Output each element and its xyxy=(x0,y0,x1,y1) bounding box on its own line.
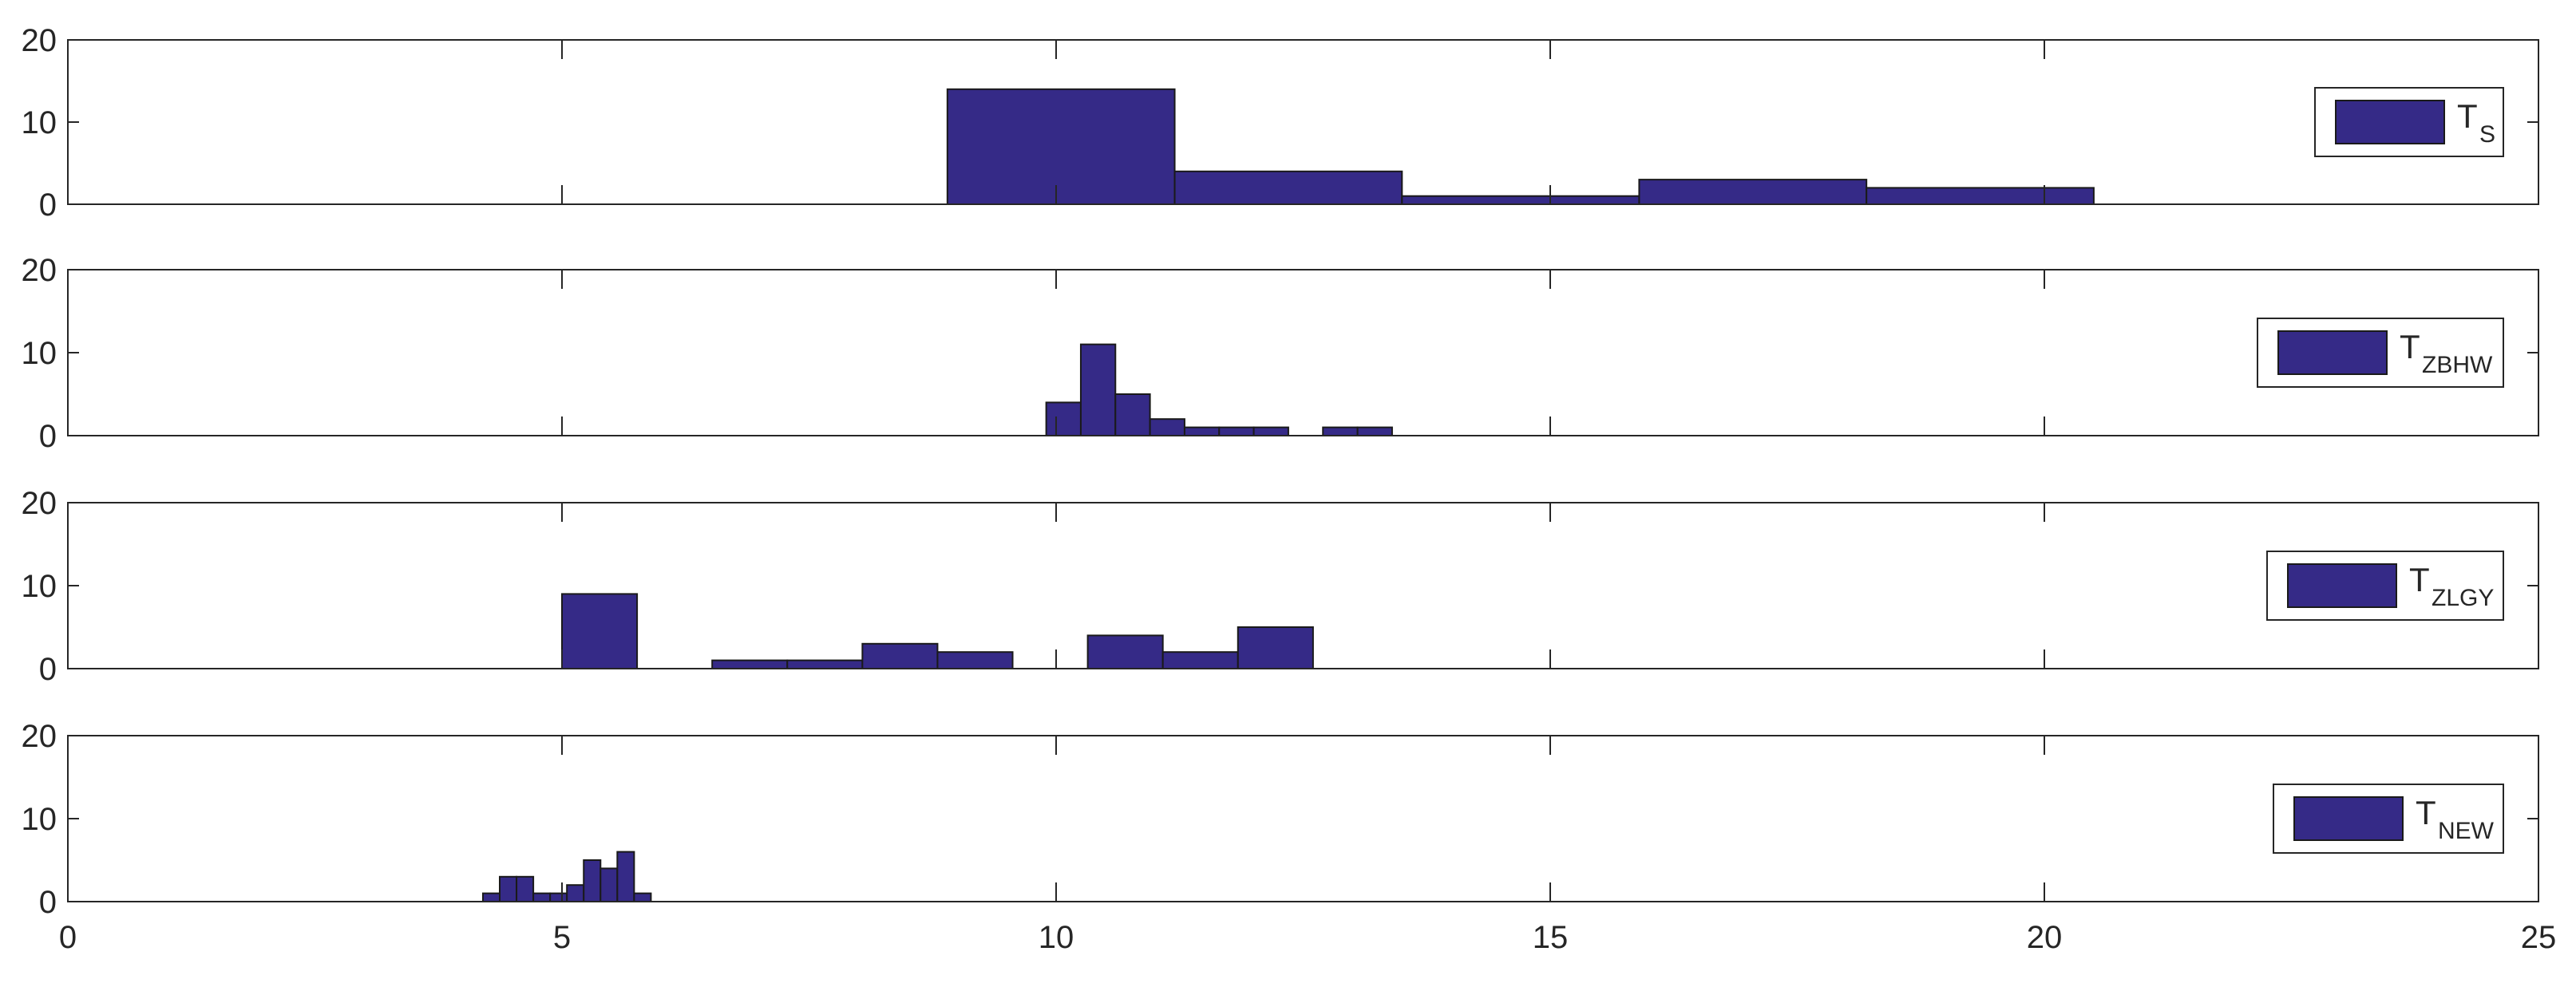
y-tick-label: 20 xyxy=(22,253,57,288)
y-tick-label: 20 xyxy=(22,719,57,754)
histogram-panel-4: 0 5 10 15 20 25 0 10 20 T NEW xyxy=(22,719,2557,955)
histogram-bar xyxy=(616,851,635,902)
histogram-bar xyxy=(1079,343,1117,437)
y-tick-label: 10 xyxy=(22,569,57,604)
y-tick-label: 20 xyxy=(22,23,57,58)
y-tick-label: 0 xyxy=(39,188,57,223)
histogram-bar xyxy=(1638,179,1868,206)
histogram-bar xyxy=(599,867,619,903)
x-tick-label: 0 xyxy=(59,920,77,955)
x-tick-label: 10 xyxy=(1039,920,1074,955)
legend-swatch xyxy=(2335,100,2445,144)
y-tick-label: 10 xyxy=(22,802,57,837)
histogram-bar xyxy=(1866,187,2095,205)
histogram-bar xyxy=(1252,426,1289,436)
x-tick-label: 5 xyxy=(553,920,571,955)
y-tick-label: 20 xyxy=(22,486,57,521)
histogram-bar xyxy=(499,875,518,903)
legend-subscript: NEW xyxy=(2438,818,2495,844)
histogram-bar xyxy=(936,651,1014,670)
axes-box xyxy=(67,269,2539,436)
legend: T NEW xyxy=(2273,784,2504,854)
x-tick-label: 20 xyxy=(2027,920,2063,955)
histogram-bar xyxy=(1045,401,1082,436)
histogram-bar xyxy=(1183,426,1221,436)
histogram-bar xyxy=(549,892,568,902)
histogram-bar xyxy=(1356,426,1393,436)
legend-subscript: ZLGY xyxy=(2432,585,2494,611)
histogram-bar xyxy=(1149,418,1185,437)
legend-swatch xyxy=(2293,796,2404,841)
histogram-bar xyxy=(1173,170,1403,206)
histogram-bar xyxy=(1161,651,1239,670)
x-tick-label: 15 xyxy=(1533,920,1569,955)
x-tick-label: 25 xyxy=(2521,920,2557,955)
histogram-bar xyxy=(561,593,639,670)
histogram-bar xyxy=(711,659,789,669)
histogram-bar xyxy=(861,642,939,669)
histogram-bar xyxy=(583,859,602,902)
y-tick-label: 10 xyxy=(22,336,57,371)
legend-label: T xyxy=(2409,561,2430,598)
legend-label: T xyxy=(2400,328,2420,365)
legend-subscript: S xyxy=(2479,121,2495,148)
histogram-bar xyxy=(786,659,864,669)
histogram-bar xyxy=(532,892,552,902)
legend-subscript: ZBHW xyxy=(2422,352,2493,378)
histogram-bar xyxy=(516,875,535,903)
histogram-panel-3: 0 10 20 T ZLGY xyxy=(22,486,2539,687)
y-tick-label: 0 xyxy=(39,419,57,454)
histogram-bar xyxy=(481,892,501,902)
legend: T ZBHW xyxy=(2257,318,2504,388)
histogram-bar xyxy=(1322,426,1359,436)
histogram-bar xyxy=(1114,393,1151,436)
histogram-bar xyxy=(1401,195,1640,205)
legend-label: T xyxy=(2416,794,2436,831)
legend: T ZLGY xyxy=(2266,551,2504,621)
y-tick-label: 0 xyxy=(39,885,57,920)
histogram-bar xyxy=(946,88,1176,205)
histogram-bar xyxy=(1237,626,1314,669)
legend-swatch xyxy=(2287,563,2397,608)
histogram-panel-1: 0 10 20 T S xyxy=(22,23,2539,223)
legend-swatch xyxy=(2277,330,2388,375)
histogram-bar xyxy=(1218,426,1255,436)
y-tick-label: 0 xyxy=(39,652,57,687)
histogram-bar xyxy=(1086,634,1164,670)
axes-box xyxy=(67,735,2539,902)
histogram-panel-2: 0 10 20 T ZBHW xyxy=(22,253,2539,454)
legend-label: T xyxy=(2457,97,2478,135)
histogram-bar xyxy=(633,892,652,902)
histogram-bar xyxy=(566,884,585,902)
y-tick-label: 10 xyxy=(22,105,57,140)
